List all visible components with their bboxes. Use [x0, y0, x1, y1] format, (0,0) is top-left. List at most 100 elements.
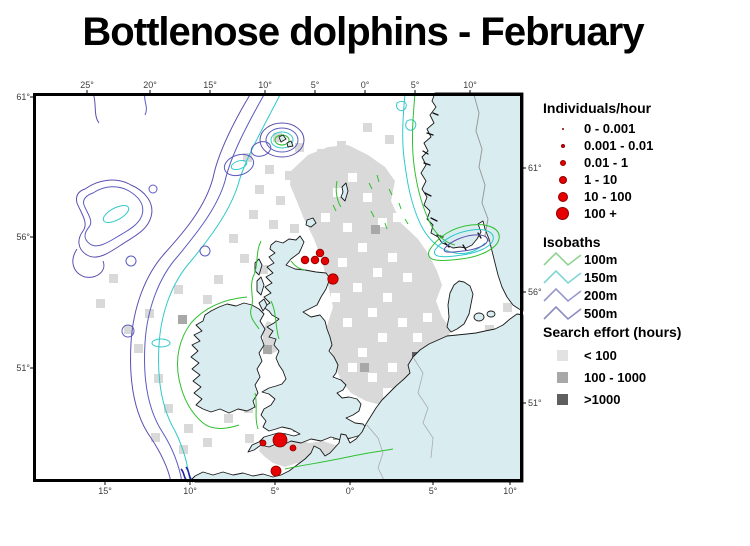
effort-square: [285, 171, 294, 180]
legend-row-label: 1 - 10: [584, 172, 618, 187]
isobath-100m-channel: [284, 448, 394, 470]
axis-label-bottom: 0°: [345, 486, 355, 496]
isobath-100m-scotland-w: [250, 240, 262, 330]
axis-label-top: 5°: [310, 80, 320, 90]
legend-row-label: 100m: [584, 251, 618, 267]
legend-row-individuals: 0 - 0.001: [541, 120, 746, 137]
sightings-layer: [259, 248, 339, 477]
legend-row-label: 100 - 1000: [584, 369, 647, 385]
effort-square: [243, 153, 252, 162]
effort-square: [295, 143, 304, 152]
isobath-150m-shelf: [158, 92, 282, 483]
legend-isobaths-title: Isobaths: [543, 234, 601, 250]
axis-label-right: 56°: [528, 287, 542, 297]
effort-square: [403, 273, 412, 282]
effort-square: [338, 258, 347, 267]
isobath-150m-norway: [402, 92, 486, 254]
land-danish-isle-2: [486, 310, 496, 318]
axis-label-bottom: 5°: [428, 486, 438, 496]
rate-dot-icon: [541, 127, 584, 130]
effort-square: [413, 333, 422, 342]
land-layer: [190, 92, 524, 483]
land-faroe-1: [278, 134, 287, 143]
effort-square: [358, 243, 367, 252]
effort-square: [134, 344, 143, 353]
isobath-bank-ring-1c: [230, 159, 248, 171]
isobath-line-icon: [541, 250, 584, 268]
isobath-bank-ring-2: [250, 141, 272, 157]
effort-square: [348, 173, 357, 182]
legend-row-isobath: 200m: [541, 286, 746, 304]
effort-square: [214, 275, 223, 284]
effort-square: [174, 285, 183, 294]
isobath-ne-loops: [396, 100, 417, 131]
isobath-100m-moray: [290, 260, 306, 271]
rate-dot-icon: [541, 159, 584, 166]
axis-label-right: 61°: [528, 163, 542, 173]
effort-square: [184, 424, 193, 433]
effort-square: [290, 224, 299, 233]
effort-square: [109, 274, 118, 283]
rate-dot-icon: [541, 175, 584, 184]
effort-square: [383, 293, 392, 302]
effort-square: [154, 374, 163, 383]
rate-dot-icon: [559, 159, 566, 166]
legend-isobaths: Isobaths 100m 150m 200m 500m: [541, 234, 746, 322]
effort-square: [485, 325, 494, 334]
effort-square: [331, 293, 340, 302]
land-danish-isle-1: [473, 312, 485, 322]
isobath-rockall-inner: [83, 186, 144, 247]
sighting-dot: [272, 432, 288, 448]
effort-square: [321, 213, 330, 222]
effort-square: [333, 188, 342, 197]
effort-square: [343, 318, 352, 327]
effort-square: [240, 254, 249, 263]
isobath-line-icon: [541, 286, 584, 304]
border-scandinavia: [473, 94, 491, 244]
legend-row-label: 100 +: [584, 206, 617, 221]
legend-row-label: 150m: [584, 269, 618, 285]
land-faroe-2: [286, 140, 294, 148]
legend-row-isobath: 100m: [541, 250, 746, 268]
axis-label-top: 10°: [258, 80, 272, 90]
land-orkney: [305, 217, 317, 228]
green-specks-north-sea: [332, 174, 409, 230]
sighting-dot: [300, 255, 310, 265]
effort-square: [337, 141, 346, 150]
border-continent-2: [412, 356, 434, 459]
effort-square: [383, 388, 392, 397]
rate-dot-icon: [541, 207, 584, 220]
isobath-faroe-ring-200: [265, 127, 299, 153]
axis-label-right: 51°: [528, 398, 542, 408]
effort-square: [363, 123, 372, 132]
isobath-faroe-ring-500: [259, 122, 305, 158]
isobath-rockall-outer: [76, 179, 153, 258]
axis-label-left: 56°: [16, 232, 30, 242]
legend-row-label: 10 - 100: [584, 189, 632, 204]
effort-square: [373, 268, 382, 277]
axis-label-left: 61°: [16, 92, 30, 102]
legend-row-label: 0.001 - 0.01: [584, 138, 654, 153]
effort-square: [317, 149, 326, 158]
legend-row-label: < 100: [584, 347, 617, 363]
legend-row-individuals: 1 - 10: [541, 171, 746, 188]
isobath-100m-ireland: [177, 296, 248, 429]
effort-square: [178, 315, 187, 324]
isobath-100m-shetland: [335, 180, 342, 208]
effort-square: [358, 348, 367, 357]
distribution-map: [30, 90, 526, 485]
land-shetland: [340, 182, 349, 202]
effort-square: [305, 205, 314, 214]
map-border: [33, 93, 523, 482]
effort-square: [259, 265, 268, 274]
page-title: Bottlenose dolphins - February: [82, 10, 644, 54]
isobath-trench-150m: [433, 229, 494, 258]
effort-square-icon: [557, 349, 568, 361]
axis-label-bottom: 5°: [270, 486, 280, 496]
effort-square-icon: [557, 393, 568, 405]
effort-square: [229, 234, 238, 243]
rate-dot-icon: [557, 191, 568, 202]
effort-square: [295, 189, 304, 198]
sighting-dot: [327, 273, 339, 285]
sighting-dot: [320, 256, 330, 266]
